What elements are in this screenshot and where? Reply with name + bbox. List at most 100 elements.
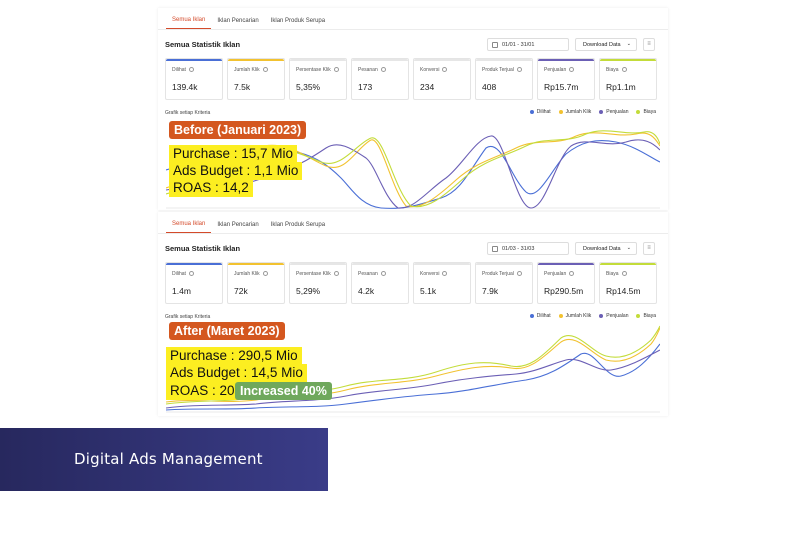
info-icon xyxy=(516,67,522,72)
metric-card-dilihat[interactable]: Dilihat 139.4k xyxy=(165,58,223,100)
download-data-label: Download Data xyxy=(583,42,621,48)
metric-label: Jumlah Klik xyxy=(234,67,260,73)
chart-label: Grafik setiap Kriteria xyxy=(165,110,211,116)
info-icon xyxy=(262,67,268,72)
metric-value: 408 xyxy=(482,82,497,92)
section-title: Semua Statistik Iklan xyxy=(165,244,241,253)
metric-label: Persentase Klik xyxy=(296,67,331,73)
date-range-picker[interactable]: 01/03 - 31/03 xyxy=(487,242,569,255)
legend-item-penjualan[interactable]: Penjualan xyxy=(599,109,628,115)
metric-label: Penjualan xyxy=(544,67,567,73)
menu-icon[interactable]: ≡ xyxy=(643,242,655,255)
legend-item-jumlah-klik[interactable]: Jumlah Klik xyxy=(558,313,591,319)
metric-card-pesanan[interactable]: Pesanan 173 xyxy=(351,58,409,100)
before-roas-text: ROAS : 14,2 xyxy=(169,179,253,197)
after-purchase-text: Purchase : 290,5 Mio xyxy=(166,347,302,365)
metric-value: 234 xyxy=(420,82,435,92)
metric-value: 5,35% xyxy=(296,82,321,92)
chevron-down-icon: ⌄ xyxy=(626,41,631,47)
metric-label: Pesanan xyxy=(358,67,378,73)
download-data-button[interactable]: Download Data ⌄ xyxy=(575,242,637,255)
metric-value: Rp15.7m xyxy=(544,82,579,92)
info-icon xyxy=(333,271,339,276)
metric-card-konversi[interactable]: Konversi 234 xyxy=(413,58,471,100)
after-roas-text: ROAS : 20 xyxy=(166,382,239,400)
metric-card-jumlah-klik[interactable]: Jumlah Klik 7.5k xyxy=(227,58,285,100)
menu-icon[interactable]: ≡ xyxy=(643,38,655,51)
metric-label: Jumlah Klik xyxy=(234,271,260,277)
metric-label: Konversi xyxy=(420,67,440,73)
metric-card-persentase-klik[interactable]: Persentase Klik 5,35% xyxy=(289,58,347,100)
tab-iklan-produk-serupa[interactable]: Iklan Produk Serupa xyxy=(270,222,326,228)
after-ads-budget-text: Ads Budget : 14,5 Mio xyxy=(166,364,307,382)
tab-iklan-produk-serupa[interactable]: Iklan Produk Serupa xyxy=(270,18,326,24)
metric-card-konversi[interactable]: Konversi 5.1k xyxy=(413,262,471,304)
metric-card-produk-terjual[interactable]: Produk Terjual 408 xyxy=(475,58,533,100)
tab-semua-iklan[interactable]: Semua Iklan xyxy=(166,221,212,233)
metric-label: Persentase Klik xyxy=(296,271,331,277)
metric-card-penjualan[interactable]: Penjualan Rp290.5m xyxy=(537,262,595,304)
metric-card-produk-terjual[interactable]: Produk Terjual 7.9k xyxy=(475,262,533,304)
after-annotation-title: After (Maret 2023) xyxy=(169,322,285,340)
metric-cards: Dilihat 1.4m Jumlah Klik 72k Persentase Kl… xyxy=(165,262,657,304)
info-icon xyxy=(380,271,386,276)
info-icon xyxy=(442,271,448,276)
tab-iklan-pencarian[interactable]: Iklan Pencarian xyxy=(217,18,259,24)
series-line-dilihat xyxy=(166,343,660,411)
metric-card-persentase-klik[interactable]: Persentase Klik 5,29% xyxy=(289,262,347,304)
metric-label: Penjualan xyxy=(544,271,567,277)
metric-label: Produk Terjual xyxy=(482,271,514,277)
metric-value: Rp1.1m xyxy=(606,82,636,92)
metric-value: 139.4k xyxy=(172,82,198,92)
metric-label: Pesanan xyxy=(358,271,378,277)
banner-text: Digital Ads Management xyxy=(74,450,263,468)
legend-item-biaya[interactable]: Biaya xyxy=(636,109,656,115)
tab-iklan-pencarian[interactable]: Iklan Pencarian xyxy=(217,222,259,228)
metric-card-pesanan[interactable]: Pesanan 4.2k xyxy=(351,262,409,304)
metric-card-penjualan[interactable]: Penjualan Rp15.7m xyxy=(537,58,595,100)
info-icon xyxy=(188,271,194,276)
legend-item-dilihat[interactable]: Dilihat xyxy=(529,109,551,115)
metric-value: 7.5k xyxy=(234,82,251,92)
info-icon xyxy=(621,271,627,276)
metric-label: Biaya xyxy=(606,271,619,277)
metric-card-jumlah-klik[interactable]: Jumlah Klik 72k xyxy=(227,262,285,304)
info-icon xyxy=(621,67,627,72)
download-data-label: Download Data xyxy=(583,246,621,252)
legend-item-dilihat[interactable]: Dilihat xyxy=(529,313,551,319)
date-range-picker[interactable]: 01/01 - 31/01 xyxy=(487,38,569,51)
info-icon xyxy=(569,271,575,276)
metric-label: Biaya xyxy=(606,67,619,73)
metric-label: Dilihat xyxy=(172,67,186,73)
metric-value: 4.2k xyxy=(358,286,375,296)
chart-label: Grafik setiap Kriteria xyxy=(165,314,211,320)
metric-value: 7.9k xyxy=(482,286,499,296)
metric-card-dilihat[interactable]: Dilihat 1.4m xyxy=(165,262,223,304)
metric-card-biaya[interactable]: Biaya Rp14.5m xyxy=(599,262,657,304)
info-icon xyxy=(333,67,339,72)
metric-value: 5,29% xyxy=(296,286,321,296)
calendar-icon xyxy=(492,42,498,48)
info-icon xyxy=(442,67,448,72)
info-icon xyxy=(569,67,575,72)
metric-card-biaya[interactable]: Biaya Rp1.1m xyxy=(599,58,657,100)
date-range-value: 01/03 - 31/03 xyxy=(502,246,535,252)
legend-item-biaya[interactable]: Biaya xyxy=(636,313,656,319)
ad-type-tabs: Semua Iklan Iklan Pencarian Iklan Produk… xyxy=(158,212,668,234)
legend-item-jumlah-klik[interactable]: Jumlah Klik xyxy=(558,109,591,115)
stats-header: Semua Statistik Iklan 01/03 - 31/03 Down… xyxy=(165,242,658,256)
legend-item-penjualan[interactable]: Penjualan xyxy=(599,313,628,319)
ad-type-tabs: Semua Iklan Iklan Pencarian Iklan Produk… xyxy=(158,8,668,30)
metric-label: Produk Terjual xyxy=(482,67,514,73)
info-icon xyxy=(262,271,268,276)
increase-badge: Increased 40% xyxy=(235,382,332,400)
tab-semua-iklan[interactable]: Semua Iklan xyxy=(166,17,212,29)
metric-label: Konversi xyxy=(420,271,440,277)
metric-value: 5.1k xyxy=(420,286,437,296)
before-annotation-title: Before (Januari 2023) xyxy=(169,121,307,139)
metric-label: Dilihat xyxy=(172,271,186,277)
before-ads-budget-text: Ads Budget : 1,1 Mio xyxy=(169,162,303,180)
metric-value: Rp14.5m xyxy=(606,286,641,296)
metric-cards: Dilihat 139.4k Jumlah Klik 7.5k Persentase… xyxy=(165,58,657,100)
download-data-button[interactable]: Download Data ⌄ xyxy=(575,38,637,51)
